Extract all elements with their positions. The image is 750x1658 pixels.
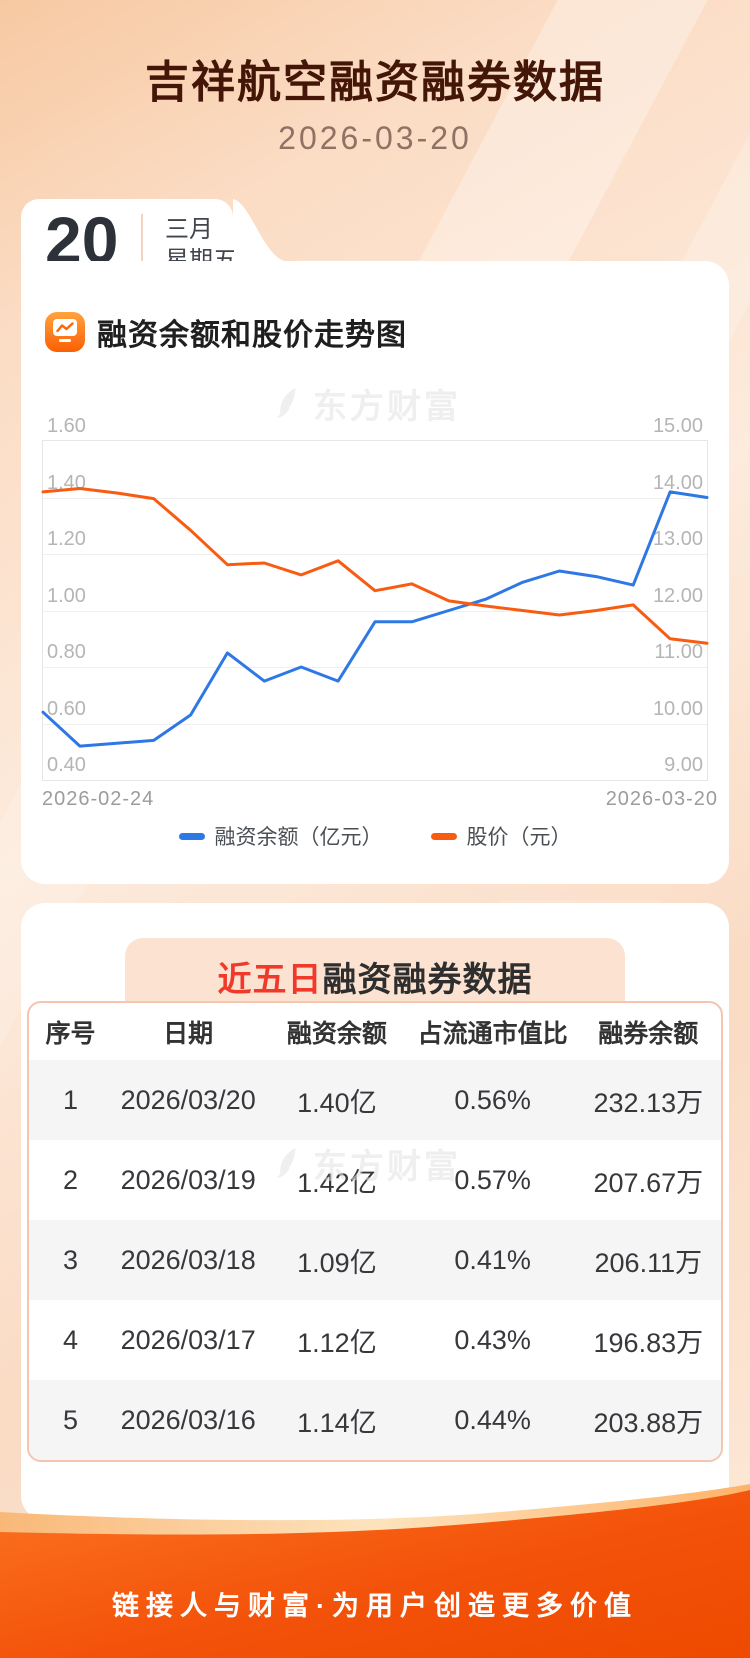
- x-axis-label-end: 2026-03-20: [605, 788, 718, 810]
- page-date: 2026-03-20: [278, 120, 472, 156]
- series-line-margin-balance: [41, 490, 709, 748]
- y-axis-tick-left: 1.60: [47, 415, 86, 437]
- y-axis-tick-right: 9.00: [664, 754, 703, 776]
- table-cell: 0.56%: [454, 1084, 531, 1115]
- x-axis-label-start: 2026-02-24: [42, 788, 155, 810]
- table-cell: 206.11万: [594, 1247, 703, 1278]
- table-cell: 1: [63, 1084, 79, 1115]
- table-cell: 1.12亿: [297, 1327, 377, 1358]
- y-axis-tick-right: 10.00: [652, 697, 703, 720]
- table-row: 5 2026/03/16 1.14亿 0.44% 203.88万: [29, 1380, 721, 1460]
- table-section-title: 近五日融资融券数据: [218, 961, 533, 999]
- table-cell: 1.09亿: [297, 1247, 377, 1278]
- title-highlight: 近五日: [217, 961, 323, 999]
- gridline: [43, 497, 707, 499]
- table-cell: 203.88万: [593, 1407, 704, 1438]
- y-axis-tick-right: 13.00: [652, 528, 703, 550]
- table-row: 4 2026/03/17 1.12亿 0.43% 196.83万: [29, 1300, 721, 1380]
- table-cell: 2026/03/16: [120, 1404, 256, 1435]
- table-header-cell: 融资余额: [286, 1019, 387, 1048]
- legend-label: 股价（元）: [466, 826, 572, 849]
- legend-label: 融资余额（亿元）: [214, 826, 383, 849]
- table-cell: 2026/03/17: [120, 1324, 256, 1355]
- table-cell: 1.42亿: [297, 1167, 377, 1198]
- data-table: 序号 日期 融资余额 占流通市值比 融券余额 1 2026/03/20 1.40亿 0.56%…: [27, 1001, 723, 1462]
- gridline: [43, 554, 707, 555]
- table-cell: 0.41%: [454, 1244, 531, 1275]
- table-row: 3 2026/03/18 1.09亿 0.41% 206.11万: [29, 1220, 721, 1300]
- table-cell: 2026/03/20: [120, 1084, 256, 1115]
- watermark: 东方财富: [271, 379, 461, 428]
- y-axis-tick-right: 12.00: [652, 584, 703, 607]
- line-chart-plot: 1.60 1.40 1.20 1.00 0.80 0.60 0.40 15.00 14.00 13…: [41, 415, 709, 781]
- table-cell: 4: [63, 1324, 79, 1355]
- table-cell: 0.57%: [454, 1164, 531, 1195]
- legend-dash-orange: [430, 832, 457, 840]
- table-cell: 0.44%: [454, 1404, 531, 1435]
- y-axis-tick-right: 14.00: [652, 471, 703, 494]
- table-cell: 2026/03/19: [120, 1164, 256, 1195]
- footer: 链接人与财富·为用户创造更多价值: [0, 1460, 750, 1658]
- chart-section-title: 融资余额和股价走势图: [97, 319, 407, 352]
- date-divider: [141, 214, 143, 270]
- gridline: [43, 723, 707, 725]
- table-cell: 207.67万: [593, 1167, 704, 1198]
- chart-section-header: 融资余额和股价走势图: [45, 310, 407, 354]
- chart-monitor-icon: [45, 312, 85, 352]
- y-axis-tick-left: 0.80: [47, 641, 86, 663]
- y-axis-tick-left: 1.20: [47, 528, 86, 550]
- legend-item-price: 股价（元）: [430, 821, 572, 851]
- table-cell: 1.14亿: [297, 1407, 377, 1438]
- date-card: [21, 199, 233, 262]
- table-cell: 1.40亿: [297, 1087, 377, 1118]
- eastmoney-logo-icon: [277, 387, 296, 418]
- table-header-cell: 占流通市值比: [417, 1019, 568, 1048]
- table-row: 2 2026/03/19 1.42亿 0.57% 207.67万: [29, 1140, 721, 1220]
- footer-slogan: 链接人与财富·为用户创造更多价值: [112, 1591, 638, 1621]
- y-axis-tick-left: 1.00: [47, 584, 86, 607]
- watermark-text: 东方财富: [313, 388, 461, 426]
- series-line-price: [41, 487, 709, 645]
- table-header-cell: 日期: [163, 1019, 214, 1048]
- chart-card: 东方财富 融资余额和股价走势图 1.60 1.40 1.20 1.00 0.80 0.60…: [21, 261, 729, 884]
- table-cell: 196.83万: [593, 1327, 704, 1358]
- date-card-curve: [233, 199, 287, 262]
- table-header-row: 序号 日期 融资余额 占流通市值比 融券余额: [29, 1003, 721, 1060]
- gridline: [43, 610, 707, 612]
- table-cell: 5: [63, 1404, 79, 1435]
- table-cell: 0.43%: [454, 1324, 531, 1355]
- table-cell: 232.13万: [593, 1087, 704, 1118]
- table-cell: 2: [63, 1164, 79, 1195]
- table-header-cell: 融券余额: [598, 1019, 699, 1048]
- title-rest: 融资融券数据: [322, 961, 533, 999]
- table-cell: 3: [63, 1244, 79, 1275]
- legend-item-margin-balance: 融资余额（亿元）: [178, 821, 383, 851]
- table-header-cell: 序号: [45, 1019, 96, 1048]
- y-axis-tick-left: 0.40: [47, 754, 86, 776]
- gridline: [43, 667, 707, 668]
- legend-dash-blue: [178, 832, 205, 840]
- table-cell: 2026/03/18: [120, 1244, 256, 1275]
- page-title: 吉祥航空融资融券数据: [145, 58, 605, 107]
- table-row: 1 2026/03/20 1.40亿 0.56% 232.13万: [29, 1060, 721, 1140]
- date-month: 三月: [165, 216, 213, 243]
- table-section-card: 近五日融资融券数据 序号 日期 融资余额 占流通市值比 融券余额 1 2026/03/20…: [21, 903, 729, 1520]
- chart-legend: 融资余额（亿元） 股价（元）: [21, 821, 729, 851]
- footer-wave: [0, 1484, 750, 1658]
- y-axis-tick-right: 15.00: [652, 415, 703, 437]
- y-axis-tick-right: 11.00: [654, 641, 703, 663]
- y-axis-tick-left: 0.60: [47, 697, 86, 720]
